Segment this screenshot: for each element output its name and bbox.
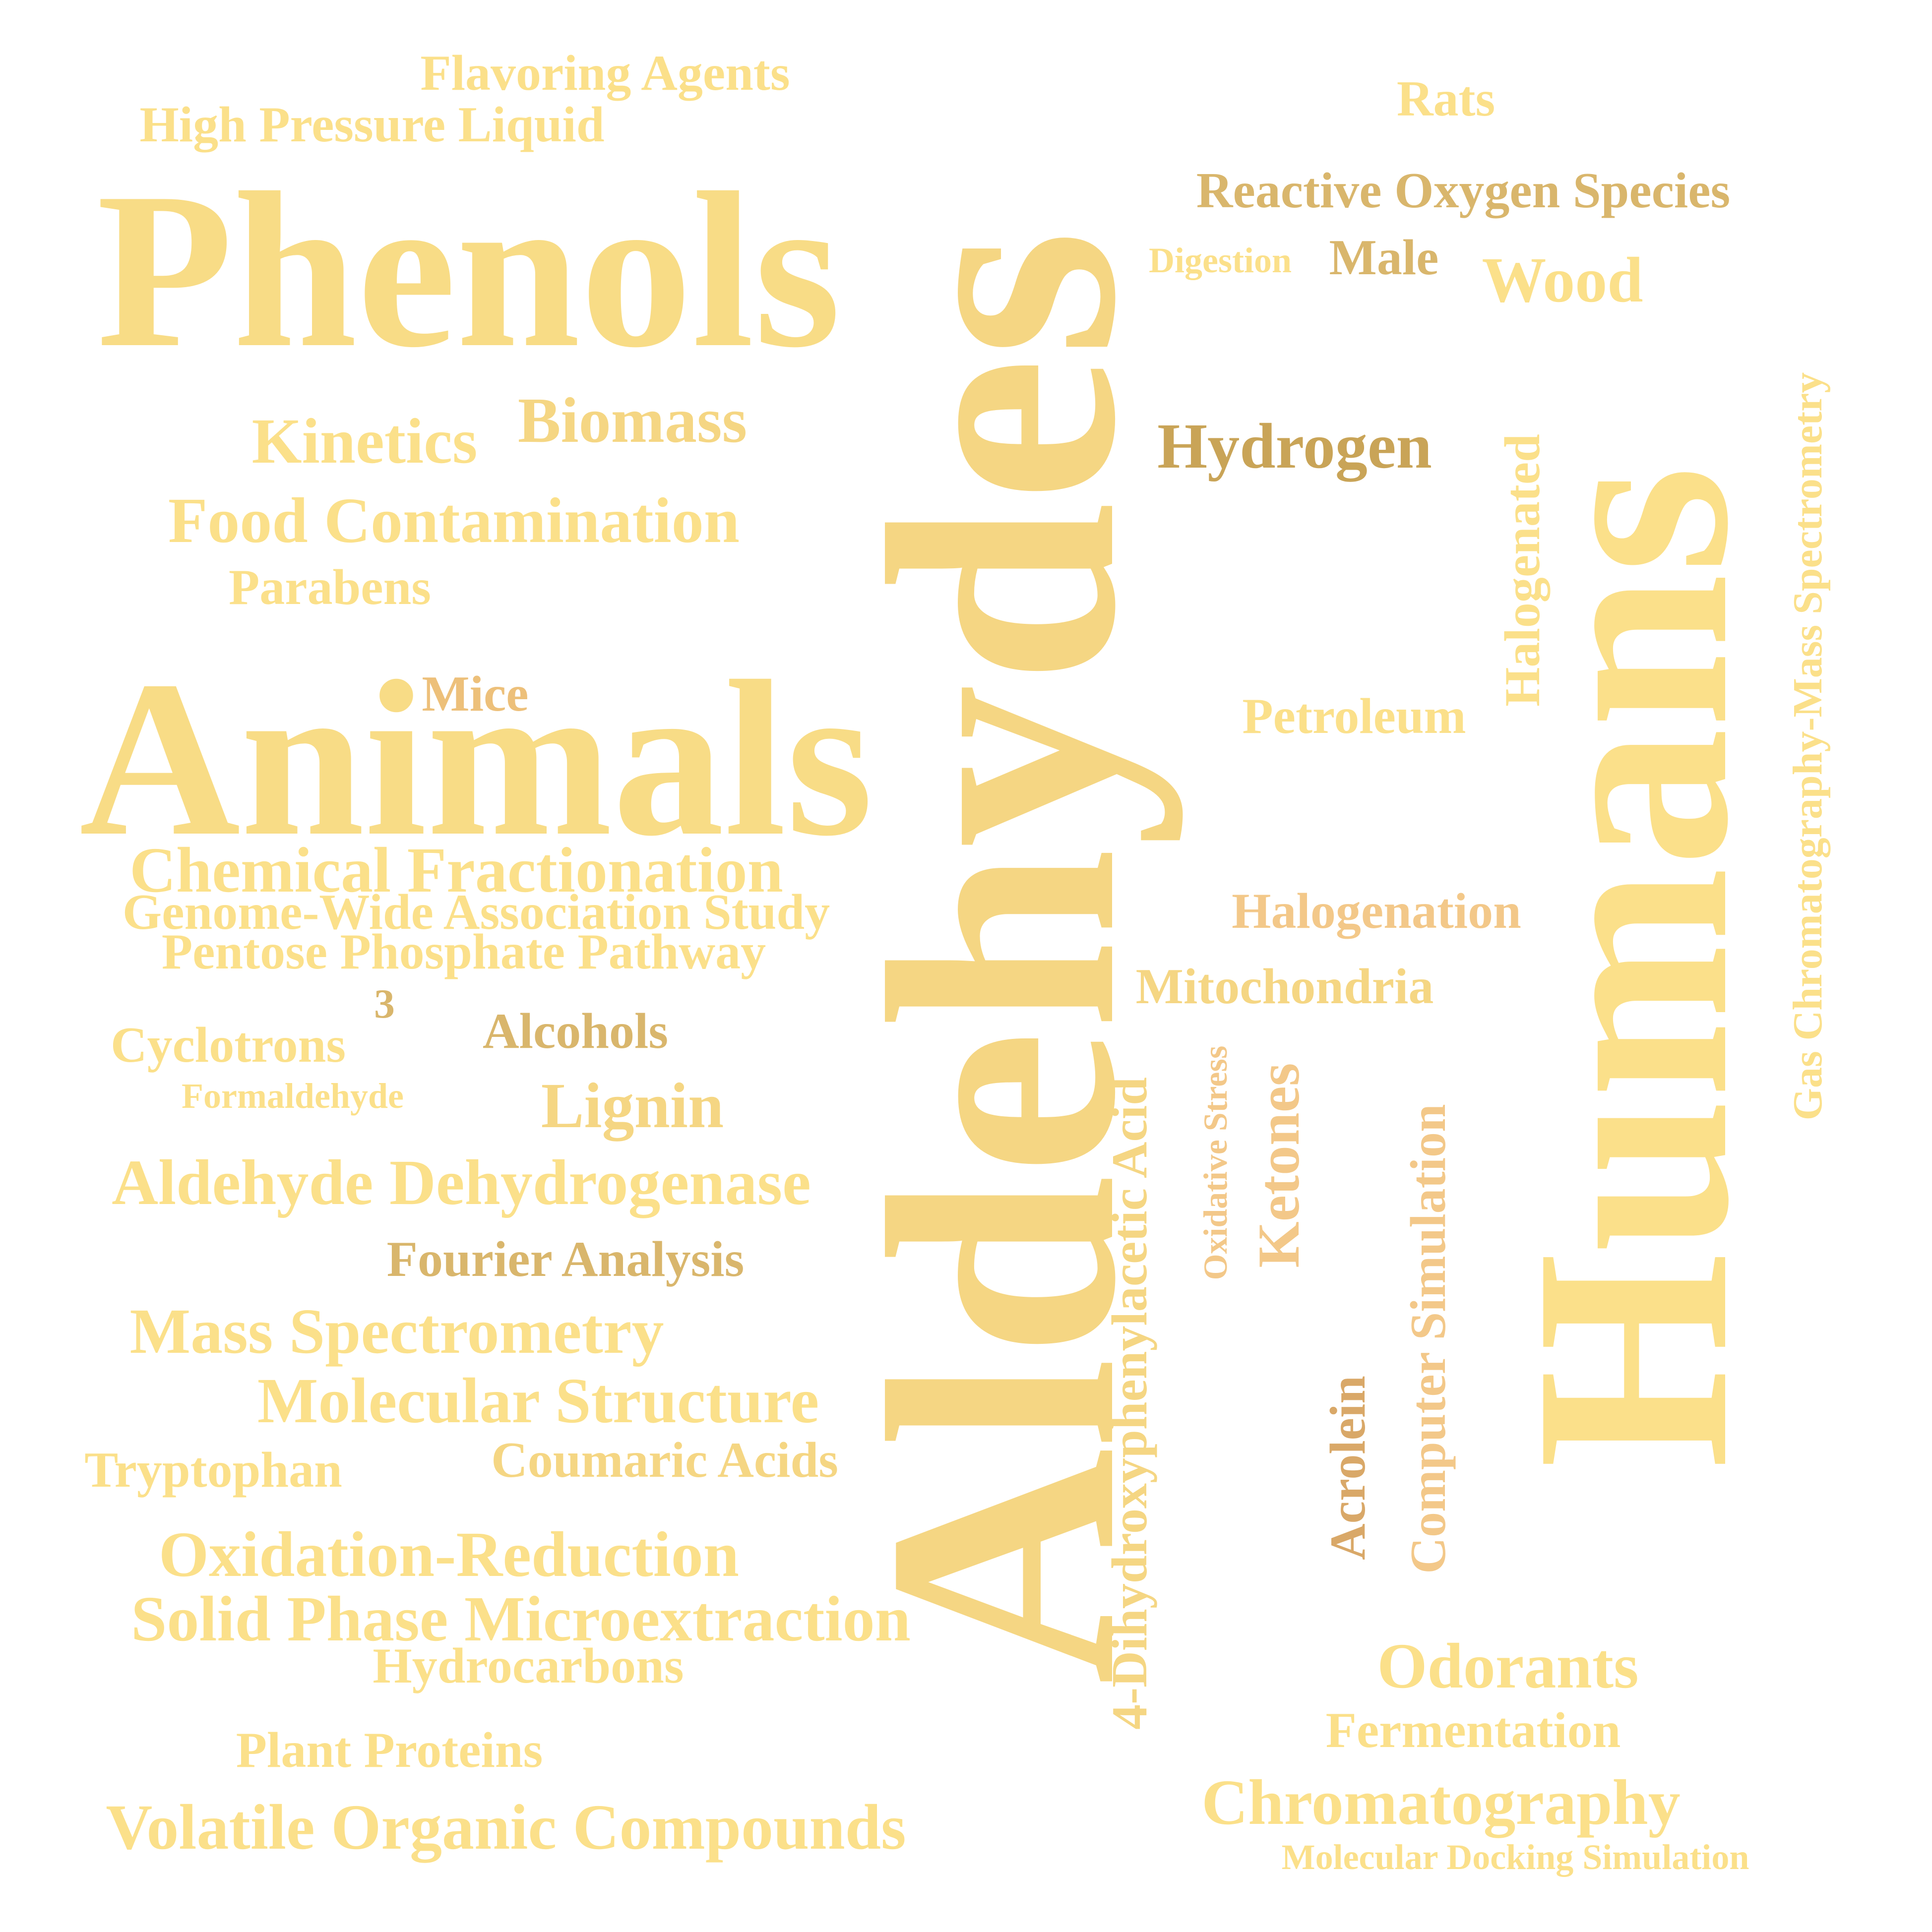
word-pentose-phosphate-pathway: Pentose Phosphate Pathway [161, 924, 766, 980]
word-halogenated: Halogenated [1495, 434, 1551, 707]
word-tryptophan: Tryptophan [84, 1442, 342, 1498]
word-oxidative-stress: Oxidative Stress [1196, 1045, 1234, 1280]
word-gas-chromatography-mass-spectrometry: Gas Chromatography-Mass Spectrometry [1785, 372, 1831, 1121]
word-chemical-fractionation: Chemical Fractionation [129, 835, 783, 906]
word-alcohols: Alcohols [482, 1003, 669, 1059]
word-computer-simulation: Computer Simulation [1400, 1104, 1456, 1574]
word-biomass: Biomass [517, 385, 748, 456]
word-volatile-organic-compounds: Volatile Organic Compounds [106, 1792, 906, 1863]
word-phenols: Phenols [96, 147, 841, 394]
word-wood: Wood [1482, 244, 1643, 316]
word-genome-wide-association-study: Genome-Wide Association Study [122, 884, 830, 940]
word-lignin: Lignin [541, 1070, 724, 1142]
word-animals: Animals [79, 635, 873, 882]
word-plant-proteins: Plant Proteins [236, 1722, 543, 1778]
word-kinetics: Kinetics [251, 406, 478, 477]
word-cyclotrons: Cyclotrons [110, 1017, 346, 1073]
word-halogenation: Halogenation [1232, 883, 1521, 939]
word-3: 3 [374, 981, 395, 1027]
word-mitochondria: Mitochondria [1135, 959, 1434, 1015]
word-molecular-structure: Molecular Structure [257, 1365, 819, 1437]
word-hydrogen: Hydrogen [1157, 411, 1432, 482]
word-reactive-oxygen-species: Reactive Oxygen Species [1196, 163, 1731, 219]
word-digestion: Digestion [1149, 241, 1292, 280]
word-fermentation: Fermentation [1325, 1702, 1621, 1758]
word-parabens: Parabens [229, 559, 431, 615]
word-formaldehyde: Formaldehyde [182, 1076, 404, 1116]
word-hydrocarbons: Hydrocarbons [373, 1638, 684, 1694]
word-mice: Mice [422, 666, 529, 722]
word-coumaric-acids: Coumaric Acids [491, 1432, 838, 1488]
word-fourier-analysis: Fourier Analysis [386, 1231, 745, 1287]
word-acrolein: Acrolein [1320, 1375, 1376, 1561]
word-oxidation-reduction: Oxidation-Reduction [158, 1519, 740, 1590]
word-male: Male [1329, 230, 1439, 286]
word-odorants: Odorants [1377, 1630, 1639, 1702]
word-food-contamination: Food Contamination [168, 485, 740, 556]
word-high-pressure-liquid: High Pressure Liquid [139, 97, 605, 153]
word-4-dihydroxyphenylacetic-acid: 4-Dihydroxyphenylacetic Acid [1102, 1077, 1158, 1730]
word-ketones: Ketones [1246, 1063, 1311, 1268]
word-molecular-docking-simulation: Molecular Docking Simulation [1281, 1837, 1749, 1877]
word-rats: Rats [1396, 71, 1496, 127]
word-flavoring-agents: Flavoring Agents [420, 45, 790, 101]
word-chromatography: Chromatography [1201, 1767, 1681, 1838]
word-solid-phase-microextraction: Solid Phase Microextraction [131, 1583, 911, 1655]
word-mass-spectrometry: Mass Spectrometry [129, 1296, 664, 1367]
word-aldehyde-dehydrogenase: Aldehyde Dehydrogenase [112, 1147, 811, 1218]
word-petroleum: Petroleum [1242, 688, 1466, 744]
